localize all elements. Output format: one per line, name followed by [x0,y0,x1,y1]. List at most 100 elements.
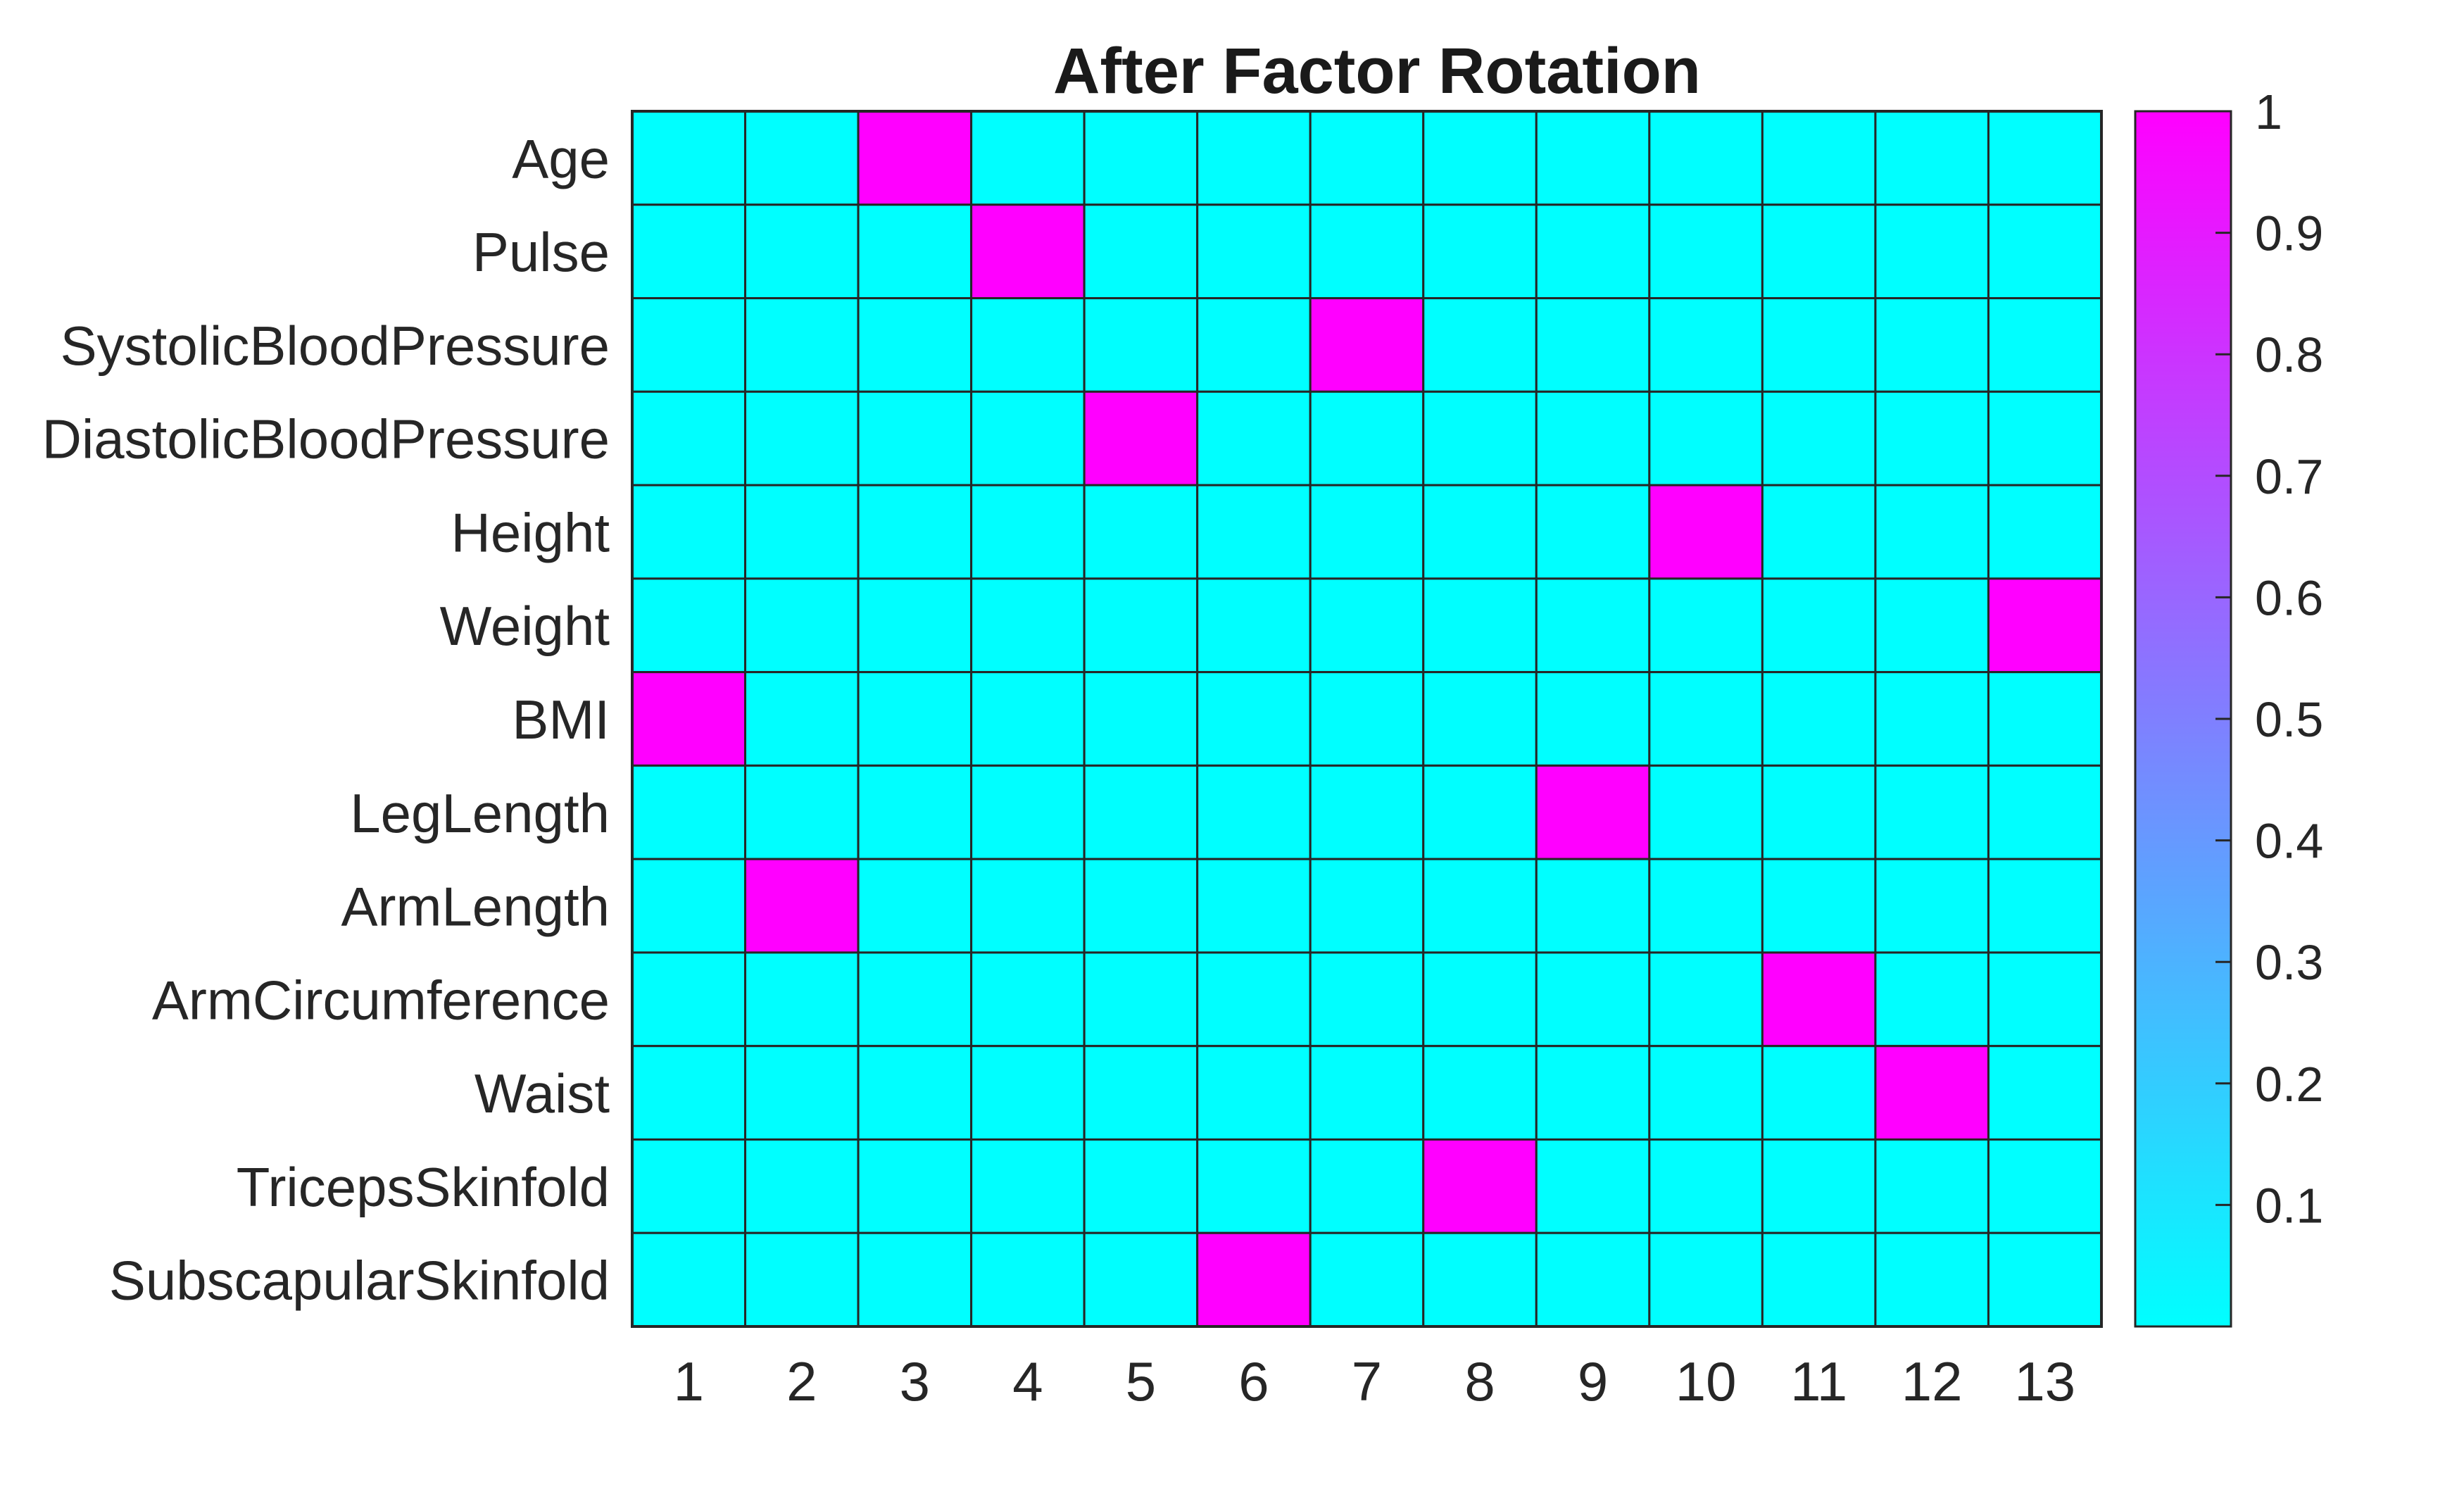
heatmap-cell-r6-c7 [1309,577,1425,674]
chart-title: After Factor Rotation [1053,35,1701,107]
heatmap-cell-r11-c4 [970,1045,1086,1141]
heatmap-cell-r2-c5 [1083,203,1199,300]
row-label: Weight [440,595,610,657]
heatmap-cell-r3-c11 [1761,297,1877,393]
heatmap-cell-r3-c3 [857,297,973,393]
heatmap-cell-r13-c2 [744,1231,860,1328]
heatmap-cell-r1-c3 [857,110,973,206]
heatmap-cell-r4-c9 [1535,390,1651,487]
heatmap-cell-r4-c2 [744,390,860,487]
colorbar-tick-label: 0.2 [2255,1057,2323,1112]
row-label: TricepsSkinfold [237,1156,610,1218]
heatmap-cell-r9-c5 [1083,858,1199,954]
row-label: Age [512,127,610,189]
heatmap-cell-r1-c8 [1422,110,1538,206]
colorbar-tick-label: 0.4 [2255,814,2323,869]
heatmap-cell-r12-c10 [1648,1138,1764,1234]
row-label: Height [451,501,610,563]
heatmap-cell-r12-c2 [744,1138,860,1234]
heatmap-cell-r7-c3 [857,671,973,767]
heatmap-cell-r11-c11 [1761,1045,1877,1141]
heatmap-cell-r9-c1 [631,858,747,954]
heatmap-cell-r10-c4 [970,951,1086,1048]
column-label: 7 [1352,1350,1382,1412]
heatmap-cell-r2-c6 [1196,203,1312,300]
heatmap-cell-r5-c10 [1648,484,1764,580]
heatmap-cell-r4-c11 [1761,390,1877,487]
heatmap-cell-r12-c13 [1987,1138,2103,1234]
heatmap-cell-r5-c12 [1874,484,1990,580]
heatmap-cell-r8-c1 [631,764,747,860]
heatmap-cell-r11-c2 [744,1045,860,1141]
column-label: 5 [1126,1350,1156,1412]
heatmap-cell-r9-c8 [1422,858,1538,954]
colorbar-tick-label: 1 [2255,84,2282,139]
heatmap-cell-r7-c13 [1987,671,2103,767]
heatmap-cell-r8-c6 [1196,764,1312,860]
column-label: 3 [900,1350,930,1412]
heatmap-cell-r9-c12 [1874,858,1990,954]
heatmap-cell-r6-c5 [1083,577,1199,674]
heatmap-cell-r5-c7 [1309,484,1425,580]
heatmap-cell-r13-c8 [1422,1231,1538,1328]
heatmap-cell-r4-c4 [970,390,1086,487]
column-label: 4 [1012,1350,1043,1412]
heatmap-cell-r4-c7 [1309,390,1425,487]
colorbar [2134,110,2232,1328]
heatmap-cell-r2-c8 [1422,203,1538,300]
heatmap-cell-r3-c12 [1874,297,1990,393]
column-label: 10 [1676,1350,1737,1412]
heatmap-cell-r7-c12 [1874,671,1990,767]
heatmap-cell-r11-c8 [1422,1045,1538,1141]
heatmap-cell-r12-c7 [1309,1138,1425,1234]
heatmap-cell-r6-c10 [1648,577,1764,674]
heatmap-cell-r1-c4 [970,110,1086,206]
heatmap-cell-r11-c5 [1083,1045,1199,1141]
heatmap-cell-r6-c4 [970,577,1086,674]
heatmap-cell-r9-c7 [1309,858,1425,954]
heatmap-cell-r2-c11 [1761,203,1877,300]
colorbar-ticks: 0.1 0.2 0.3 0.4 0.5 0.6 0.7 0.8 0.9 1 [2215,84,2323,1233]
heatmap-cell-r9-c10 [1648,858,1764,954]
heatmap-cell-r7-c2 [744,671,860,767]
heatmap-cell-r9-c13 [1987,858,2103,954]
heatmap-cell-r11-c12 [1874,1045,1990,1141]
heatmap-cell-r7-c10 [1648,671,1764,767]
heatmap-cell-r10-c1 [631,951,747,1048]
heatmap-cell-r12-c11 [1761,1138,1877,1234]
heatmap-cell-r12-c6 [1196,1138,1312,1234]
heatmap-cell-r12-c3 [857,1138,973,1234]
heatmap-cell-r5-c3 [857,484,973,580]
heatmap-cell-r13-c4 [970,1231,1086,1328]
heatmap-cell-r11-c3 [857,1045,973,1141]
heatmap-cell-r8-c2 [744,764,860,860]
heatmap-cell-r13-c12 [1874,1231,1990,1328]
heatmap-cell-r13-c11 [1761,1231,1877,1328]
heatmap-cell-r7-c6 [1196,671,1312,767]
column-label: 12 [1902,1350,1963,1412]
heatmap-cell-r9-c4 [970,858,1086,954]
heatmap-cell-r8-c3 [857,764,973,860]
heatmap-cell-r7-c1 [631,671,747,767]
heatmap-cell-r4-c8 [1422,390,1538,487]
heatmap-cell-r10-c5 [1083,951,1199,1048]
heatmap-cell-r12-c9 [1535,1138,1651,1234]
heatmap-cell-r12-c5 [1083,1138,1199,1234]
column-label: 8 [1464,1350,1495,1412]
column-label: 9 [1578,1350,1608,1412]
row-label: SystolicBloodPressure [61,315,610,377]
heatmap-cell-r4-c6 [1196,390,1312,487]
heatmap-cell-r8-c11 [1761,764,1877,860]
heatmap-cell-r6-c3 [857,577,973,674]
heatmap-cell-r6-c2 [744,577,860,674]
column-label: 11 [1790,1350,1847,1412]
heatmap-cell-r2-c4 [970,203,1086,300]
heatmap-cell-r12-c8 [1422,1138,1538,1234]
colorbar-tick-label: 0.6 [2255,570,2323,625]
heatmap-cell-r4-c10 [1648,390,1764,487]
heatmap-cell-r13-c7 [1309,1231,1425,1328]
heatmap-cell-r3-c8 [1422,297,1538,393]
heatmap-cell-r13-c5 [1083,1231,1199,1328]
heatmap-cell-r6-c1 [631,577,747,674]
